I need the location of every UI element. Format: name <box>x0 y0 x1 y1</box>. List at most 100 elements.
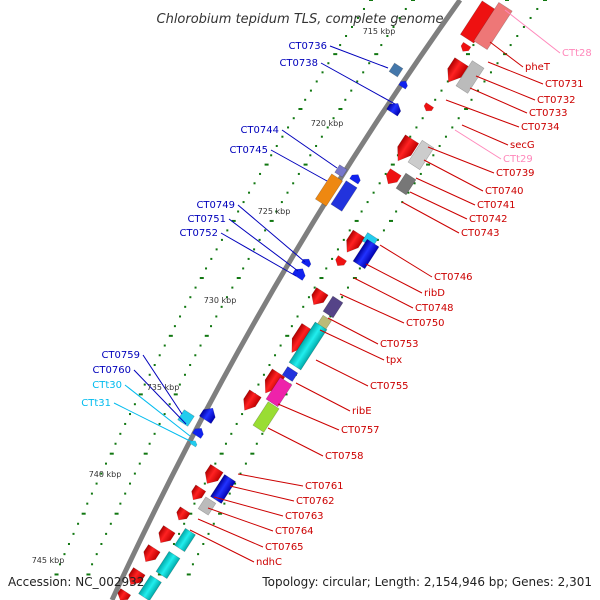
guide-dot <box>189 364 192 367</box>
callout-line <box>409 191 468 220</box>
gene-box <box>395 172 417 196</box>
callout-line <box>133 369 187 425</box>
gene-arrow <box>176 506 191 521</box>
gene-box <box>334 164 348 178</box>
gene-label[interactable]: CT0758 <box>325 451 364 462</box>
gene-label[interactable]: CT0755 <box>370 381 409 392</box>
gene-label[interactable]: CT0751 <box>187 214 226 225</box>
gene-label[interactable]: tpx <box>386 355 402 366</box>
guide-dot <box>332 117 335 120</box>
gene-label[interactable]: CT0760 <box>92 365 131 376</box>
guide-dot <box>189 296 192 299</box>
gene-label[interactable]: CT0745 <box>229 145 268 156</box>
guide-dot <box>191 563 194 566</box>
gene-arrow <box>243 389 262 411</box>
gene-label[interactable]: CT0752 <box>179 228 218 239</box>
gene-label[interactable]: CTt30 <box>92 380 122 391</box>
guide-dot <box>242 201 245 204</box>
gene-label[interactable]: ndhC <box>256 557 282 568</box>
guide-dot <box>105 462 108 465</box>
guide-dot <box>148 373 151 376</box>
guide-dot <box>210 257 213 260</box>
guide-dot <box>138 393 143 396</box>
guide-dot <box>336 248 339 251</box>
gene-label[interactable]: CTt31 <box>81 398 111 409</box>
gene-label[interactable]: CT0757 <box>341 425 380 436</box>
gene-box <box>473 1 513 51</box>
callout-line <box>189 529 255 563</box>
guide-dot <box>86 573 91 576</box>
guide-dot <box>345 35 348 38</box>
gene-label[interactable]: CT0748 <box>415 303 454 314</box>
gene-label[interactable]: CT0759 <box>101 350 140 361</box>
guide-dot <box>105 532 108 535</box>
guide-dot <box>253 248 256 251</box>
guide-dot <box>315 80 318 83</box>
gene-label[interactable]: CT0764 <box>275 526 314 537</box>
callout-line <box>228 218 299 272</box>
callout-line <box>379 244 433 278</box>
gene-arrow <box>192 427 204 439</box>
guide-dot <box>313 286 316 289</box>
guide-dot <box>368 62 371 65</box>
guide-dot <box>292 182 295 185</box>
guide-dot <box>472 44 475 47</box>
guide-dot <box>543 0 547 1</box>
gene-label[interactable]: CT0739 <box>496 168 535 179</box>
guide-dot <box>302 305 305 308</box>
gene-label[interactable]: CT0741 <box>477 200 516 211</box>
gene-features <box>117 0 513 600</box>
gene-label[interactable]: CT0765 <box>265 542 304 553</box>
gene-label[interactable]: secG <box>510 140 535 151</box>
gene-label[interactable]: CT0746 <box>434 272 473 283</box>
callout-line <box>213 496 284 517</box>
guide-dot <box>457 117 460 120</box>
guide-dot <box>63 553 66 556</box>
gene-label[interactable]: CT0761 <box>305 481 344 492</box>
callout-line <box>353 277 414 309</box>
gene-label[interactable]: ribE <box>352 406 372 417</box>
gene-label[interactable]: CT0749 <box>196 200 235 211</box>
callout-line <box>142 354 183 415</box>
callout-line <box>207 507 274 532</box>
gene-label[interactable]: ribD <box>424 288 445 299</box>
callout-line <box>197 518 264 548</box>
gene-label[interactable]: CT0744 <box>240 125 279 136</box>
guide-dot <box>356 16 359 19</box>
gene-label[interactable]: CT0738 <box>279 58 318 69</box>
gene-label[interactable]: CTt29 <box>503 154 533 165</box>
gene-label[interactable]: pheT <box>525 62 551 73</box>
scale-tick-label: 715 kbp <box>363 27 396 36</box>
guide-dot <box>54 573 59 576</box>
gene-label[interactable]: CT0740 <box>485 186 524 197</box>
gene-label[interactable]: CTt28 <box>562 48 592 59</box>
guide-dot <box>100 472 103 475</box>
gene-label[interactable]: CT0753 <box>380 339 419 350</box>
guide-dot <box>133 403 136 406</box>
gene-label[interactable]: CT0762 <box>296 496 335 507</box>
guide-dot <box>239 472 242 475</box>
gene-label[interactable]: CT0750 <box>406 318 445 329</box>
guide-dot <box>389 219 394 222</box>
gene-label[interactable]: CT0734 <box>521 122 560 133</box>
callout-line <box>229 485 295 502</box>
gene-arrow <box>349 174 361 185</box>
guide-dot <box>183 522 186 525</box>
gene-label[interactable]: CT0731 <box>545 79 584 90</box>
guide-dot <box>287 126 290 129</box>
gene-label[interactable]: CT0743 <box>461 228 500 239</box>
guide-dot <box>199 277 204 280</box>
guide-dot <box>237 210 240 213</box>
gene-label[interactable]: CT0736 <box>288 41 327 52</box>
guide-dot <box>415 126 418 129</box>
guide-dot <box>183 373 186 376</box>
gene-label[interactable]: CT0733 <box>529 108 568 119</box>
guide-dot <box>320 135 323 138</box>
callout-line <box>295 382 351 412</box>
gene-label[interactable]: CT0763 <box>285 511 324 522</box>
gene-label[interactable]: CT0732 <box>537 95 576 106</box>
guide-dot <box>194 354 197 357</box>
guide-dot <box>178 383 181 386</box>
gene-label[interactable]: CT0742 <box>469 214 508 225</box>
